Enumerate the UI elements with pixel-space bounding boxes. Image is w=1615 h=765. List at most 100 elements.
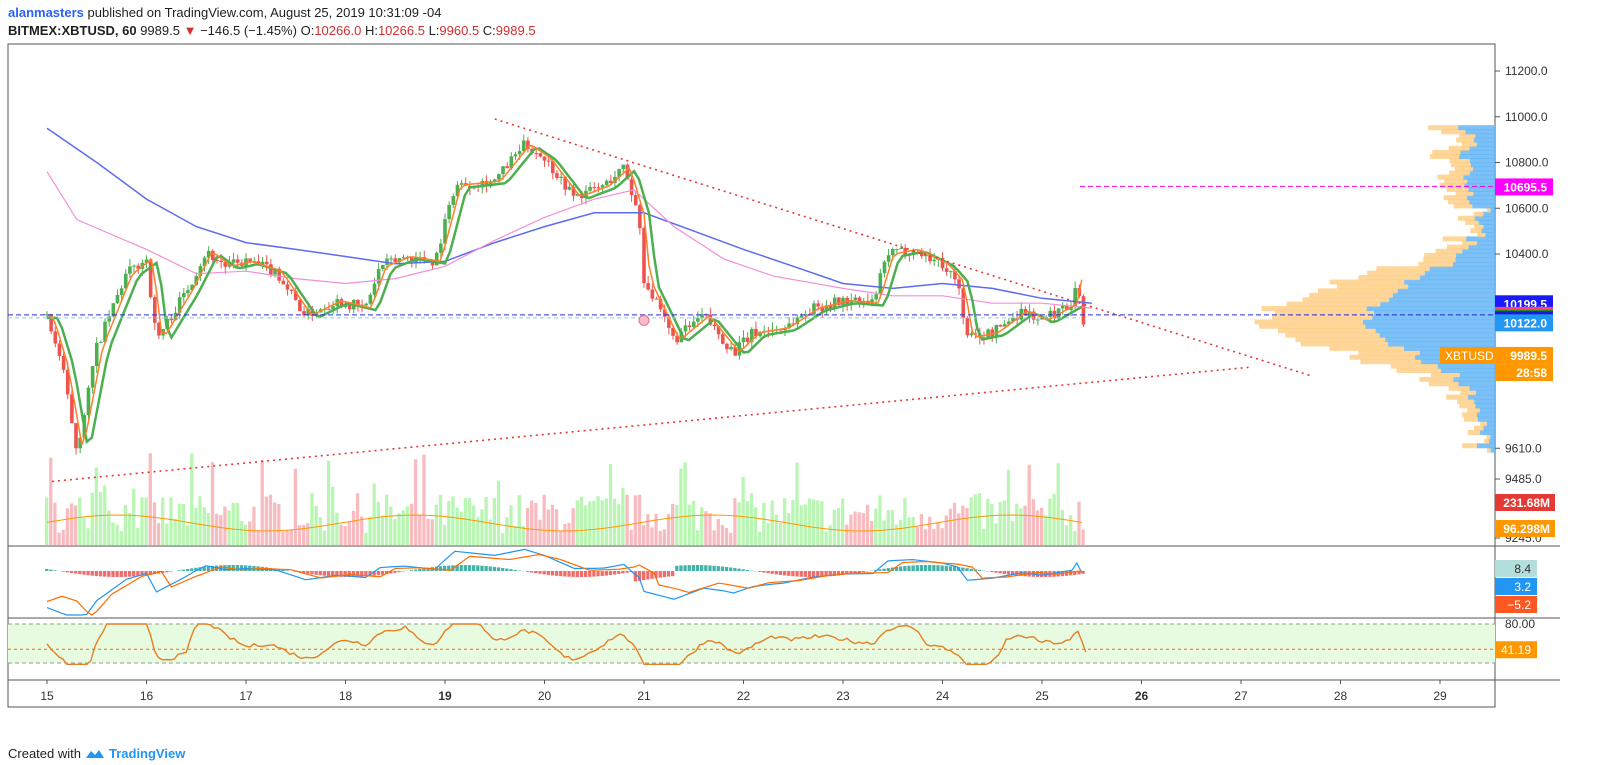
profile-bar-sell xyxy=(1446,394,1469,400)
profile-bar-sell xyxy=(1309,292,1393,298)
profile-bar-sell xyxy=(1424,252,1457,258)
macd-hist-bar xyxy=(666,571,671,577)
profile-bar-buy xyxy=(1397,288,1495,294)
profile-bar-sell xyxy=(1467,407,1480,413)
macd-hist-bar xyxy=(969,568,973,571)
macd-hist-bar xyxy=(69,571,74,573)
macd-hist-bar xyxy=(671,571,675,577)
price-label: 10122.0 xyxy=(1504,316,1548,330)
macd-hist-bar xyxy=(604,571,608,576)
volume-bar xyxy=(969,497,973,545)
volume-bar xyxy=(268,494,273,545)
macd-hist-bar xyxy=(443,565,447,571)
volume-label-box xyxy=(1495,494,1555,511)
volume-label: 96.298M xyxy=(1503,522,1550,536)
time-tick-label: 20 xyxy=(538,689,552,703)
volume-bar xyxy=(443,524,447,545)
time-tick-label: 15 xyxy=(40,689,54,703)
symbol-tag-box xyxy=(1440,346,1495,364)
volume-label: 231.68M xyxy=(1503,496,1550,510)
candle-body xyxy=(173,312,178,321)
candle-body xyxy=(231,259,236,263)
volume-bar xyxy=(194,507,198,545)
profile-bar-buy xyxy=(1469,385,1495,391)
profile-bar-sell xyxy=(1447,244,1469,250)
profile-bar-buy xyxy=(1468,394,1495,400)
volume-bar xyxy=(683,462,687,545)
candle-body xyxy=(803,314,808,316)
profile-bar-sell xyxy=(1285,332,1380,338)
profile-bar-sell xyxy=(1454,166,1473,172)
candle-body xyxy=(74,423,78,449)
macd-hist-bar xyxy=(708,565,712,571)
symbol-name[interactable]: BITMEX:XBTUSD, 60 xyxy=(8,23,137,38)
volume-bar xyxy=(787,513,791,545)
candle-body xyxy=(973,333,978,335)
profile-bar-sell xyxy=(1430,372,1460,378)
profile-bar-buy xyxy=(1404,279,1495,285)
volume-bar xyxy=(530,500,534,545)
profile-bar-sell xyxy=(1435,248,1463,254)
profile-bar-sell xyxy=(1418,261,1453,267)
macd-hist-bar xyxy=(422,568,426,571)
profile-bar-sell xyxy=(1441,129,1466,135)
profile-bar-sell xyxy=(1437,174,1464,180)
macd-hist-bar xyxy=(355,571,360,577)
macd-hist-bar xyxy=(778,571,783,575)
volume-bar xyxy=(928,516,932,545)
volume-bar xyxy=(372,483,376,545)
candle-body xyxy=(70,394,74,424)
candle-body xyxy=(393,258,398,262)
volume-bar xyxy=(803,504,807,545)
open-label: O: xyxy=(300,23,315,38)
profile-bar-sell xyxy=(1457,215,1475,221)
volume-bar xyxy=(882,520,886,545)
volume-bar xyxy=(65,508,70,545)
candle-body xyxy=(617,169,621,177)
volume-bar xyxy=(832,509,837,545)
profile-bar-sell xyxy=(1376,266,1430,272)
macd-hist-bar xyxy=(335,571,339,577)
candle-body xyxy=(824,305,829,312)
macd-hist-bar xyxy=(625,571,629,573)
candle-body xyxy=(534,153,539,155)
profile-bar-buy xyxy=(1490,207,1495,213)
volume-bar xyxy=(845,524,849,545)
candle-body xyxy=(990,329,995,337)
volume-bar xyxy=(990,504,994,545)
candle-body xyxy=(613,176,617,183)
macd-hist-bar xyxy=(716,566,720,571)
macd-hist-bar xyxy=(658,571,662,578)
candle-body xyxy=(343,304,348,308)
profile-bar-buy xyxy=(1458,381,1495,387)
profile-bar-buy xyxy=(1475,403,1495,409)
candle-body xyxy=(1065,305,1069,311)
tradingview-brand[interactable]: TradingView xyxy=(108,746,186,761)
volume-bar xyxy=(758,531,762,545)
volume-bar xyxy=(115,524,119,545)
time-axis: 15 16 17 18 19 20 21 22 23 24 25 26 27 28 29 xyxy=(40,680,1447,703)
profile-bar-buy xyxy=(1486,421,1495,427)
volume-bar xyxy=(1010,520,1015,545)
profile-bar-buy xyxy=(1463,174,1495,180)
created-with-text: Created with xyxy=(8,746,81,761)
macd-hist-bar xyxy=(687,565,691,571)
macd-hist-bar xyxy=(530,571,534,573)
macd-hist-bar xyxy=(807,571,812,577)
volume-bar xyxy=(811,499,816,545)
profile-bar-sell xyxy=(1459,403,1476,409)
candle-body xyxy=(832,297,837,309)
close-value: 9989.5 xyxy=(495,23,536,38)
volume-bar xyxy=(932,529,936,545)
volume-bar xyxy=(861,513,866,545)
macd-hist-bar xyxy=(397,571,401,573)
macd-hist-bar xyxy=(642,571,646,581)
volume-bar xyxy=(467,498,472,545)
volume-bar xyxy=(940,528,944,545)
volume-bar xyxy=(94,467,99,545)
author-link[interactable]: alanmasters xyxy=(8,5,84,20)
volume-bar xyxy=(376,501,380,545)
profile-bar-sell xyxy=(1329,279,1405,285)
volume-bar xyxy=(239,521,244,545)
